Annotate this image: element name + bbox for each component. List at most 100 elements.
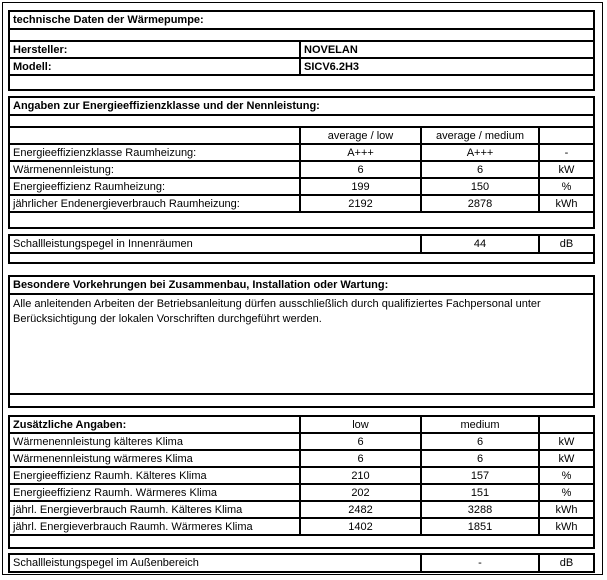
header-info-table: technische Daten der Wärmepumpe: Herstel… (8, 10, 595, 91)
value-average-medium: A+++ (420, 145, 538, 160)
unit-cell: kW (538, 434, 593, 449)
unit-cell: % (538, 468, 593, 483)
additional-data-table: Zusätzliche Angaben: low medium Wärmenen… (8, 415, 595, 549)
value-medium: 1851 (420, 519, 538, 534)
column-header-row: Zusätzliche Angaben: low medium (10, 417, 593, 432)
sound-power-indoor-table: Schallleistungspegel in Innenräumen 44 d… (8, 234, 595, 264)
value-average-low: 2192 (299, 196, 420, 211)
table-row: Besondere Vorkehrungen bei Zusammenbau, … (10, 277, 593, 293)
column-header-row: average / low average / medium (10, 126, 593, 143)
sound-power-indoor-row: Schallleistungspegel in Innenräumen 44 d… (10, 236, 593, 252)
spacer-row (10, 114, 593, 126)
table-row: Wärmenennleistung kälteres Klima 6 6 kW (10, 432, 593, 449)
table-row: Wärmenennleistung: 6 6 kW (10, 160, 593, 177)
col-header-low: low (299, 417, 420, 432)
empty-cell (10, 76, 593, 89)
spacer-row (10, 252, 593, 262)
model-row: Modell: SICV6.2H3 (10, 57, 593, 74)
empty-cell (10, 536, 593, 547)
energy-section-title: Angaben zur Energieeffizienzklasse und d… (13, 100, 320, 112)
unit-cell: % (538, 485, 593, 500)
spacer-row (10, 393, 593, 406)
model-label: Modell: (13, 60, 52, 73)
unit-cell: dB (538, 555, 593, 571)
unit-cell: % (538, 179, 593, 194)
value-low: 210 (299, 468, 420, 483)
model-value: SICV6.2H3 (299, 59, 593, 74)
table-row: technische Daten der Wärmepumpe: (10, 12, 593, 28)
table-row: jährl. Energieverbrauch Raumh. Wärmeres … (10, 517, 593, 534)
manufacturer-value: NOVELAN (299, 42, 593, 57)
datasheet-content: technische Daten der Wärmepumpe: Herstel… (8, 10, 595, 573)
unit-cell: kW (538, 162, 593, 177)
value-low: 6 (299, 434, 420, 449)
value-average-medium: 150 (420, 179, 538, 194)
col-header-medium: medium (420, 417, 538, 432)
value-low: 2482 (299, 502, 420, 517)
spacer-row (10, 28, 593, 40)
unit-cell: kW (538, 451, 593, 466)
value-medium: 6 (420, 451, 538, 466)
sound-power-outdoor-row: Schallleistungspegel im Außenbereich - d… (10, 555, 593, 571)
additional-section-title: Zusätzliche Angaben: (13, 418, 127, 431)
row-label: Energieeffizienz Raumh. Kälteres Klima (13, 469, 207, 482)
sound-outdoor-value: - (420, 555, 538, 571)
row-label: Schallleistungspegel in Innenräumen (13, 238, 193, 250)
unit-cell: kWh (538, 502, 593, 517)
empty-cell (10, 395, 593, 406)
manufacturer-row: Hersteller: NOVELAN (10, 40, 593, 57)
energy-efficiency-table: Angaben zur Energieeffizienzklasse und d… (8, 96, 595, 229)
unit-cell: - (538, 145, 593, 160)
empty-cell (10, 116, 593, 126)
value-medium: 151 (420, 485, 538, 500)
table-row: Energieeffizienzklasse Raumheizung: A+++… (10, 143, 593, 160)
value-medium: 3288 (420, 502, 538, 517)
row-label: jährl. Energieverbrauch Raumh. Kälteres … (13, 503, 243, 516)
row-label: jährlicher Endenergieverbrauch Raumheizu… (13, 197, 240, 210)
empty-cell (10, 213, 593, 227)
table-row: jährl. Energieverbrauch Raumh. Kälteres … (10, 500, 593, 517)
value-medium: 157 (420, 468, 538, 483)
value-low: 6 (299, 451, 420, 466)
unit-cell: kWh (538, 196, 593, 211)
value-low: 1402 (299, 519, 420, 534)
empty-cell (10, 254, 593, 262)
table-row: Angaben zur Energieeffizienzklasse und d… (10, 98, 593, 114)
value-average-low: 6 (299, 162, 420, 177)
value-average-low: 199 (299, 179, 420, 194)
table-row: Wärmenennleistung wärmeres Klima 6 6 kW (10, 449, 593, 466)
page-border (2, 2, 603, 575)
col-header-average-low: average / low (299, 128, 420, 143)
table-row: Energieeffizienz Raumh. Kälteres Klima 2… (10, 466, 593, 483)
row-label: Wärmenennleistung kälteres Klima (13, 435, 183, 448)
value-average-low: A+++ (299, 145, 420, 160)
table-row: Energieeffizienz Raumh. Wärmeres Klima 2… (10, 483, 593, 500)
sheet-title: technische Daten der Wärmepumpe: (13, 14, 204, 26)
spacer-row (10, 211, 593, 227)
unit-cell: kWh (538, 519, 593, 534)
empty-cell (538, 417, 593, 432)
empty-cell (538, 128, 593, 143)
value-low: 202 (299, 485, 420, 500)
value-medium: 6 (420, 434, 538, 449)
sound-power-outdoor-table: Schallleistungspegel im Außenbereich - d… (8, 553, 595, 573)
row-label: Energieeffizienzklasse Raumheizung: (13, 146, 197, 159)
table-row: jährlicher Endenergieverbrauch Raumheizu… (10, 194, 593, 211)
row-label: Energieeffizienz Raumheizung: (13, 180, 166, 193)
empty-cell (10, 128, 299, 143)
col-header-average-medium: average / medium (420, 128, 538, 143)
row-label: jährl. Energieverbrauch Raumh. Wärmeres … (13, 520, 253, 533)
maintenance-section: Besondere Vorkehrungen bei Zusammenbau, … (8, 275, 595, 408)
value-average-medium: 2878 (420, 196, 538, 211)
table-row: Energieeffizienz Raumheizung: 199 150 % (10, 177, 593, 194)
spacer-row (10, 534, 593, 547)
maintenance-text-row: Alle anleitenden Arbeiten der Betriebsan… (10, 293, 593, 393)
maintenance-title: Besondere Vorkehrungen bei Zusammenbau, … (13, 279, 389, 291)
maintenance-text: Alle anleitenden Arbeiten der Betriebsan… (13, 298, 541, 325)
empty-cell (10, 30, 593, 40)
manufacturer-label: Hersteller: (13, 43, 68, 56)
unit-cell: dB (538, 236, 593, 252)
sound-indoor-value: 44 (420, 236, 538, 252)
spacer-row (10, 74, 593, 89)
